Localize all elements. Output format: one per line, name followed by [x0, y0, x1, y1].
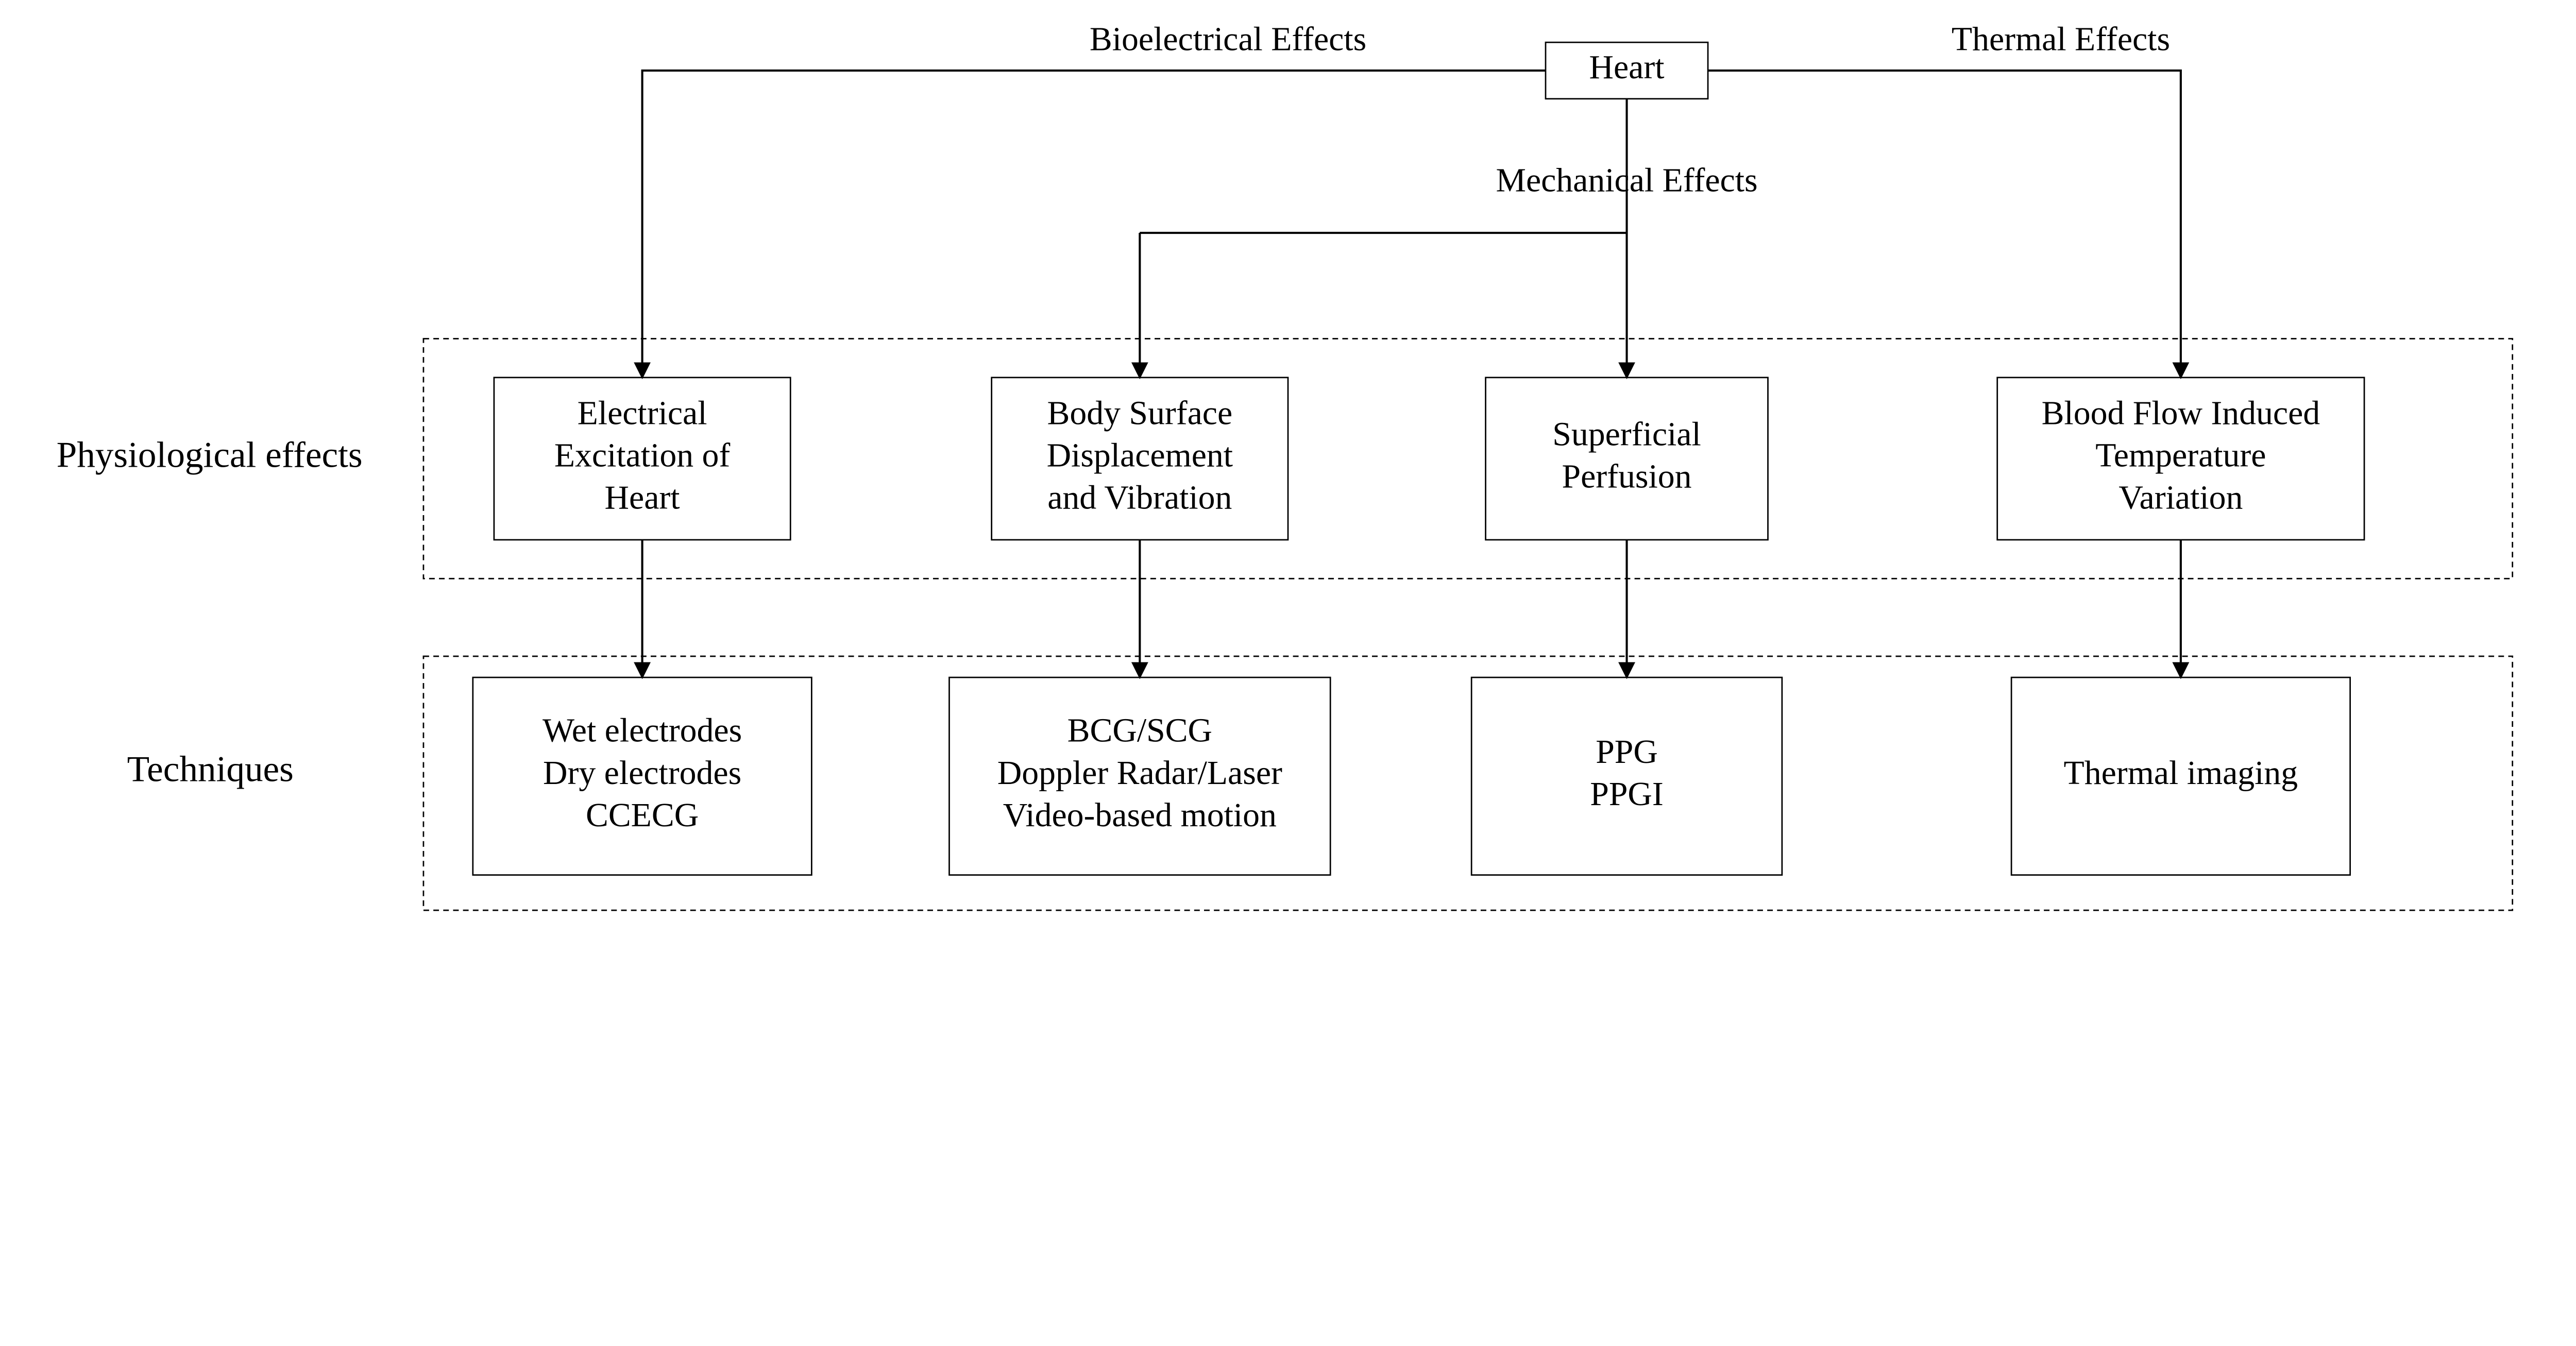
row-label-techniques: Techniques — [127, 749, 294, 789]
node-phys3-line0: Superficial — [1552, 415, 1701, 453]
branch-thermal: Thermal Effects — [1952, 20, 2170, 58]
row-label-physiological: Physiological effects — [57, 435, 363, 475]
node-tech3-line1: PPGI — [1590, 775, 1664, 813]
node-tech1-line0: Wet electrodes — [543, 712, 742, 749]
node-phys2-line0: Body Surface — [1047, 394, 1232, 432]
node-phys1-line2: Heart — [605, 479, 680, 517]
node-tech3-line0: PPG — [1596, 733, 1658, 771]
node-tech2-line1: Doppler Radar/Laser — [997, 754, 1282, 792]
edge-root-phys4 — [1708, 71, 2181, 378]
node-phys1-line1: Excitation of — [554, 436, 731, 474]
node-tech4-line0: Thermal imaging — [2064, 754, 2298, 792]
branch-bioelectrical: Bioelectrical Effects — [1090, 20, 1366, 58]
node-phys2-line2: and Vibration — [1047, 479, 1232, 517]
node-phys2-line1: Displacement — [1047, 436, 1233, 474]
node-phys4-line2: Variation — [2119, 479, 2243, 517]
heart-effects-diagram: Physiological effects Techniques Heart Bioe… — [0, 0, 2576, 988]
node-tech1-line2: CCECG — [586, 796, 699, 834]
node-tech2-line2: Video-based motion — [1003, 796, 1277, 834]
node-tech1-line1: Dry electrodes — [543, 754, 741, 792]
node-phys3-line1: Perfusion — [1562, 458, 1692, 496]
root-heart-label: Heart — [1589, 48, 1665, 86]
node-tech2-line0: BCG/SCG — [1067, 712, 1212, 749]
node-phys4-line1: Temperature — [2095, 436, 2266, 474]
node-phys1-line0: Electrical — [578, 394, 707, 432]
node-phys4-line0: Blood Flow Induced — [2042, 394, 2320, 432]
edge-root-phys1 — [642, 71, 1546, 378]
